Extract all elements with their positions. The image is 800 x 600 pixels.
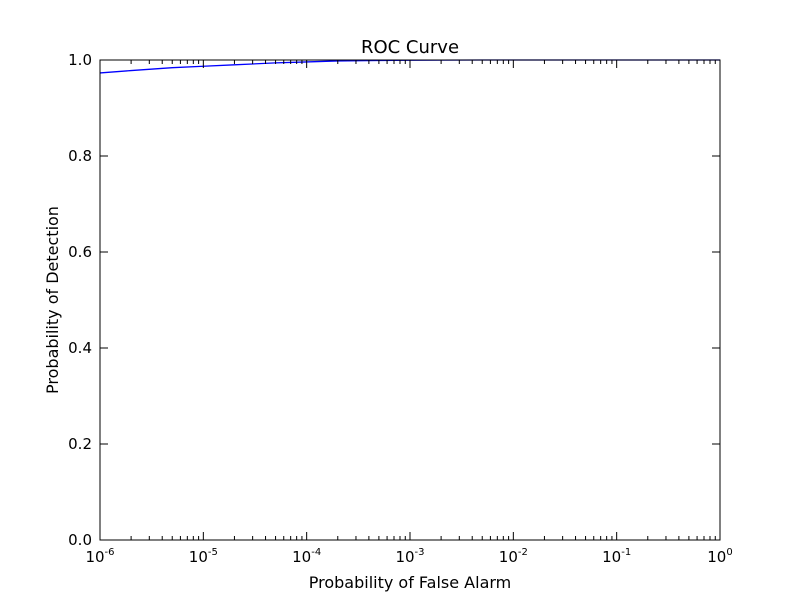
x-tick-label: 10-2 [499, 547, 528, 566]
x-axis-label: Probability of False Alarm [309, 573, 512, 592]
y-tick-label: 0.2 [68, 435, 92, 453]
x-tick-label: 10-3 [395, 547, 424, 566]
x-tick-label: 10-5 [189, 547, 218, 566]
x-tick-label: 10-6 [85, 547, 114, 566]
y-tick-label: 0.0 [68, 531, 92, 549]
y-axis-label: Probability of Detection [43, 206, 62, 394]
x-tick-label: 10-4 [292, 547, 321, 566]
y-tick-label: 0.8 [68, 147, 92, 165]
x-tick-labels: 10-6 10-5 10-4 10-3 10-2 10-1 100 [85, 547, 732, 566]
y-tick-labels: 0.0 0.2 0.4 0.6 0.8 1.0 [68, 51, 92, 549]
y-tick-label: 0.4 [68, 339, 92, 357]
ticks [99, 59, 721, 541]
x-tick-label: 100 [707, 547, 732, 566]
y-tick-label: 1.0 [68, 51, 92, 69]
plot-frame [99, 59, 721, 541]
chart-title: ROC Curve [361, 37, 459, 58]
x-tick-label: 10-1 [602, 547, 631, 566]
y-tick-label: 0.6 [68, 243, 92, 261]
